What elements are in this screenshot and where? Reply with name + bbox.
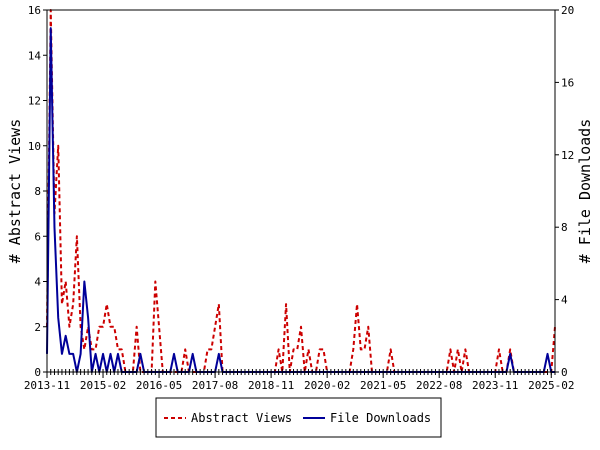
y-left-tick-label: 0 (34, 366, 41, 379)
y-right-tick-label: 12 (561, 149, 574, 162)
y-right-axis-title: # File Downloads (576, 119, 594, 264)
x-tick-label: 2017-08 (192, 379, 238, 392)
y-left-tick-label: 6 (34, 230, 41, 243)
y-left-tick-label: 4 (34, 276, 41, 289)
legend: Abstract Views File Downloads (155, 397, 442, 438)
x-tick-label: 2013-11 (24, 379, 70, 392)
x-tick-label: 2025-02 (528, 379, 574, 392)
legend-label-abstract-views: Abstract Views (191, 411, 292, 425)
x-tick-label: 2021-05 (360, 379, 406, 392)
y-right-tick-label: 8 (561, 221, 568, 234)
x-tick-label: 2015-02 (80, 379, 126, 392)
x-tick-label: 2020-02 (304, 379, 350, 392)
y-right-tick-label: 0 (561, 366, 568, 379)
y-right-tick-label: 16 (561, 76, 574, 89)
ticks-layer: 0 2 4 6 8 10 12 14 16 0 4 8 12 16 20 2013-11 2015-02 2016… (24, 4, 575, 392)
series-line-file-downloads (46, 27, 555, 373)
plot-frame (46, 9, 556, 373)
series-layer (46, 9, 556, 373)
legend-label-file-downloads: File Downloads (330, 411, 431, 425)
x-tick-label: 2022-08 (416, 379, 462, 392)
y-right-tick-label: 4 (561, 294, 568, 307)
x-tick-label: 2016-05 (136, 379, 182, 392)
y-left-tick-label: 12 (28, 95, 41, 108)
y-left-tick-label: 8 (34, 185, 41, 198)
x-tick-label: 2023-11 (472, 379, 518, 392)
series-line-abstract-views (46, 9, 556, 373)
y-left-tick-label: 14 (28, 49, 42, 62)
y-left-tick-label: 16 (28, 4, 41, 17)
x-tick-label: 2018-11 (248, 379, 294, 392)
y-left-tick-label: 2 (34, 321, 41, 334)
y-right-tick-label: 20 (561, 4, 574, 17)
legend-box (155, 397, 442, 438)
y-left-tick-label: 10 (28, 140, 41, 153)
y-left-axis-title: # Abstract Views (6, 119, 24, 264)
